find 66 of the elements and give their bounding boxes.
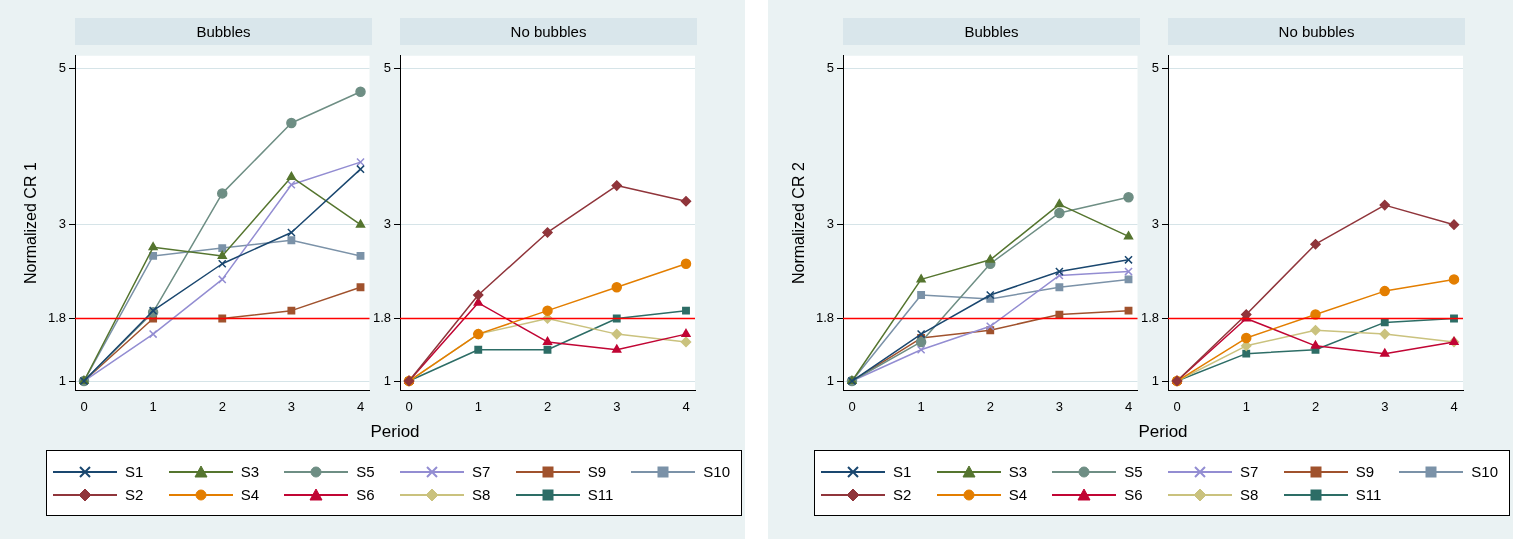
legend-label: S8 xyxy=(471,486,491,503)
legend-label: S7 xyxy=(471,463,491,480)
legend-label: S3 xyxy=(1008,463,1028,480)
legend-label: S10 xyxy=(703,463,731,480)
y-tick-label: 1 xyxy=(1151,372,1159,388)
x-tick-label: 2 xyxy=(543,398,552,414)
x-tick-label: 1 xyxy=(917,398,925,414)
x-tick-label: 3 xyxy=(1055,398,1063,414)
x-tick-label: 1 xyxy=(149,398,157,414)
chart-title: No bubbles xyxy=(1168,18,1465,45)
legend-label: S6 xyxy=(356,486,375,503)
legend-label: S2 xyxy=(893,486,912,503)
x-tick-label: 3 xyxy=(1381,398,1389,414)
y-tick-label: 5 xyxy=(826,59,834,75)
y-tick-label: 5 xyxy=(1151,59,1159,75)
y-tick-label: 1.8 xyxy=(47,310,66,326)
legend-label: S5 xyxy=(1124,463,1143,480)
x-tick-label: 0 xyxy=(405,398,413,414)
chart-title: Bubbles xyxy=(843,18,1140,45)
legend-label: S11 xyxy=(587,486,614,503)
x-tick-label: 4 xyxy=(1450,398,1458,414)
y-tick-label: 3 xyxy=(58,216,66,232)
y-tick-label: 5 xyxy=(383,59,391,75)
x-tick-label: 0 xyxy=(1173,398,1181,414)
x-tick-label: 3 xyxy=(613,398,621,414)
x-tick-label: 2 xyxy=(1311,398,1320,414)
x-tick-label: 0 xyxy=(848,398,856,414)
y-tick-label: 3 xyxy=(383,216,391,232)
x-axis-title: Period xyxy=(1137,422,1189,442)
legend-label: S1 xyxy=(893,463,912,480)
y-tick-label: 5 xyxy=(58,59,66,75)
x-tick-label: 2 xyxy=(218,398,226,414)
legend-label: S5 xyxy=(356,463,375,480)
legend-label: S9 xyxy=(587,463,607,480)
legend-label: S6 xyxy=(1124,486,1143,503)
legend-label: S8 xyxy=(1239,486,1259,503)
y-tick-label: 3 xyxy=(1151,216,1159,232)
y-tick-label: 1 xyxy=(58,372,66,388)
legend-label: S4 xyxy=(240,486,260,503)
chart-title: No bubbles xyxy=(400,18,697,45)
y-axis-title: Normalized CR 1 xyxy=(22,162,40,285)
y-tick-label: 3 xyxy=(826,216,834,232)
legend-label: S3 xyxy=(240,463,260,480)
x-tick-label: 0 xyxy=(80,398,88,414)
y-axis-title: Normalized CR 2 xyxy=(790,162,808,285)
x-tick-label: 1 xyxy=(1242,398,1250,414)
y-tick-label: 1 xyxy=(383,372,391,388)
chart-title: Bubbles xyxy=(75,18,372,45)
legend-label: S2 xyxy=(125,486,144,503)
legend-label: S7 xyxy=(1239,463,1259,480)
legend-label: S10 xyxy=(1471,463,1499,480)
legend-label: S9 xyxy=(1355,463,1375,480)
x-tick-label: 4 xyxy=(356,398,365,414)
x-tick-label: 2 xyxy=(986,398,994,414)
x-axis-title: Period xyxy=(369,422,421,442)
y-tick-label: 1.8 xyxy=(1140,310,1159,326)
legend-label: S11 xyxy=(1355,486,1382,503)
y-tick-label: 1.8 xyxy=(815,310,834,326)
x-tick-label: 4 xyxy=(682,398,690,414)
y-tick-label: 1 xyxy=(826,372,834,388)
y-tick-label: 1.8 xyxy=(372,310,391,326)
x-tick-label: 1 xyxy=(474,398,482,414)
legend-label: S1 xyxy=(125,463,144,480)
x-tick-label: 4 xyxy=(1124,398,1133,414)
legend-label: S4 xyxy=(1008,486,1028,503)
x-tick-label: 3 xyxy=(287,398,295,414)
